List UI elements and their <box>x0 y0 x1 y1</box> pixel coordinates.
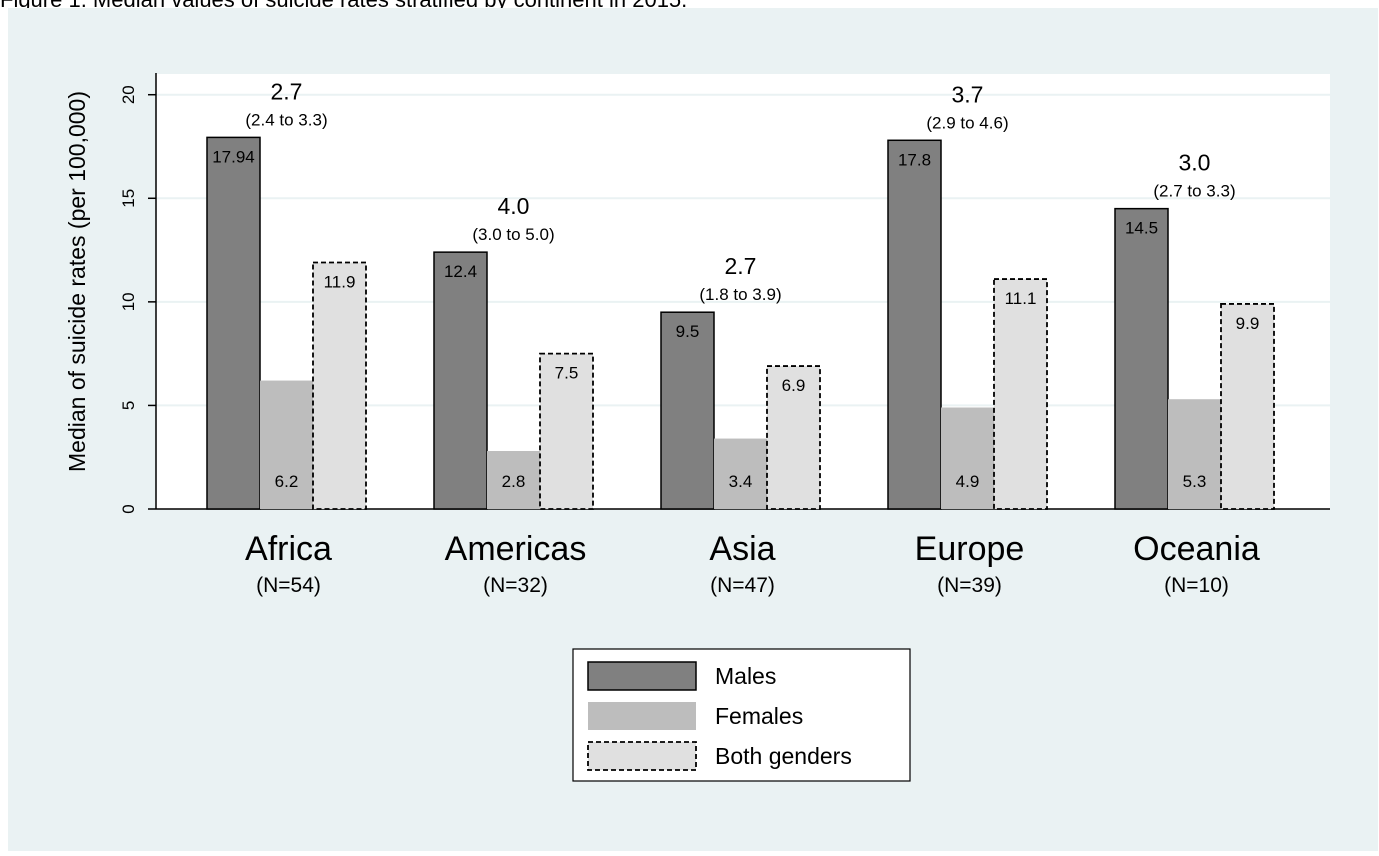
data-label-females: 6.2 <box>275 472 299 491</box>
y-tick-label: 5 <box>119 401 138 410</box>
x-tick-sublabel: (N=54) <box>256 574 321 597</box>
data-label-both: 7.5 <box>555 364 579 383</box>
x-tick-label: Americas <box>445 530 587 568</box>
bar-both <box>766 365 821 510</box>
annotation-ratio: 3.7 <box>952 81 984 107</box>
annotation-ci: (3.0 to 5.0) <box>472 225 554 244</box>
y-axis-label: Median of suicide rates (per 100,000) <box>64 91 90 472</box>
y-tick-label: 20 <box>119 85 138 104</box>
bar-both <box>312 261 367 510</box>
bar-both <box>993 278 1048 510</box>
x-tick-label: Africa <box>245 530 332 568</box>
bar-females <box>941 407 994 509</box>
x-tick-sublabel: (N=10) <box>1164 574 1229 597</box>
bar-males <box>433 251 488 510</box>
annotation-ci: (1.8 to 3.9) <box>699 285 781 304</box>
bar-males <box>1114 207 1169 510</box>
data-label-females: 4.9 <box>956 472 980 491</box>
data-label-females: 3.4 <box>729 472 753 491</box>
bar-both <box>539 352 594 510</box>
annotation-ci: (2.4 to 3.3) <box>245 110 327 129</box>
bar-males <box>887 139 942 510</box>
data-label-females: 5.3 <box>1183 472 1207 491</box>
annotation-ratio: 3.0 <box>1179 150 1211 176</box>
x-tick-sublabel: (N=32) <box>483 574 548 597</box>
legend-label-males: Males <box>715 663 776 689</box>
bar-females <box>260 380 313 509</box>
legend-label-females: Females <box>715 703 803 729</box>
annotation-ratio: 2.7 <box>725 253 757 279</box>
data-label-females: 2.8 <box>502 472 526 491</box>
bar-both <box>1220 303 1275 510</box>
annotation-ci: (2.7 to 3.3) <box>1153 182 1235 201</box>
data-label-males: 17.94 <box>212 147 255 166</box>
data-label-males: 9.5 <box>676 322 700 341</box>
data-label-both: 6.9 <box>782 376 806 395</box>
data-label-males: 14.5 <box>1125 219 1158 238</box>
data-label-males: 17.8 <box>898 150 931 169</box>
bar-females <box>1168 399 1221 509</box>
data-label-both: 9.9 <box>1236 314 1260 333</box>
legend-swatch-both <box>587 741 697 771</box>
annotation-ratio: 4.0 <box>498 193 530 219</box>
bar-females <box>714 438 767 509</box>
y-tick-label: 0 <box>119 504 138 513</box>
legend-swatch-females <box>588 702 696 730</box>
chart-panel: 0 5 10 15 20 Median of suicide rates (per 100… <box>8 8 1378 851</box>
data-label-both: 11.1 <box>1005 289 1037 308</box>
bar-females <box>487 451 540 509</box>
annotation-ci: (2.9 to 4.6) <box>926 113 1008 132</box>
y-tick-label: 15 <box>119 189 138 208</box>
x-tick-sublabel: (N=47) <box>710 574 775 597</box>
data-label-males: 12.4 <box>444 262 477 281</box>
y-tick-label: 10 <box>119 292 138 311</box>
legend-label-both: Both genders <box>715 743 852 769</box>
annotation-ratio: 2.7 <box>271 78 303 104</box>
legend-swatch-males <box>587 661 697 691</box>
x-tick-sublabel: (N=39) <box>937 574 1002 597</box>
bar-males <box>206 136 261 510</box>
x-tick-label: Oceania <box>1133 530 1260 568</box>
bar-males <box>660 311 715 510</box>
x-tick-label: Asia <box>709 530 775 568</box>
bar-chart: 0 5 10 15 20 Median of suicide rates (per 100… <box>64 73 1330 782</box>
x-tick-label: Europe <box>915 530 1025 568</box>
data-label-both: 11.9 <box>324 273 356 292</box>
